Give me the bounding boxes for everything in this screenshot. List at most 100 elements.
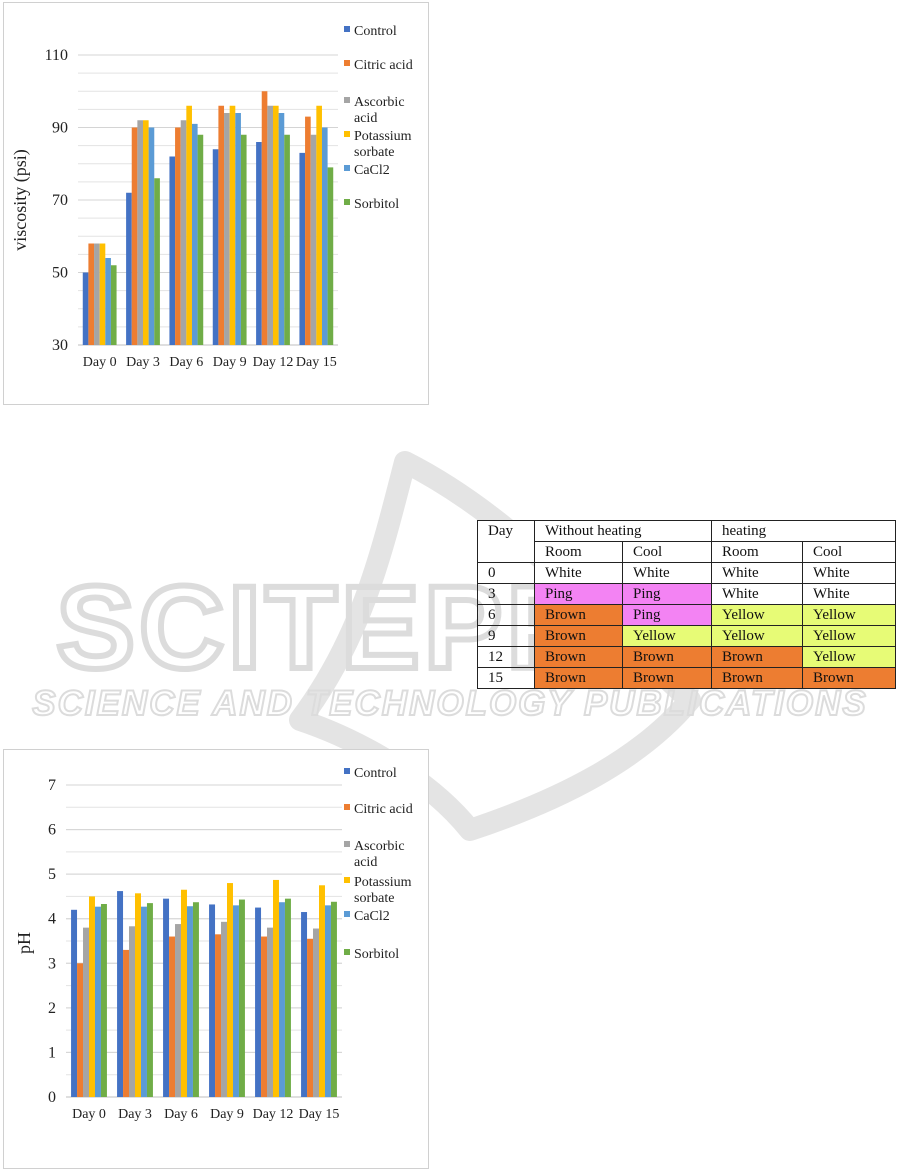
table-cell: Yellow	[711, 625, 803, 647]
bar	[261, 91, 268, 345]
x-tick-label: Day 12	[253, 355, 294, 370]
bar	[305, 116, 311, 345]
table-subheader-cool: Cool	[622, 541, 712, 563]
bar	[240, 134, 247, 345]
bar	[175, 127, 181, 345]
x-tick-label: Day 15	[299, 1107, 340, 1122]
table-cell: Brown	[711, 667, 803, 689]
bar	[83, 927, 89, 1097]
table-subheader-cool: Cool	[802, 541, 896, 563]
bar	[186, 906, 193, 1097]
table-cell-day: 15	[477, 667, 535, 689]
table-cell: Yellow	[802, 646, 896, 668]
x-tick-label: Day 9	[213, 355, 247, 370]
table-cell-day: 0	[477, 562, 535, 584]
x-tick-label: Day 0	[72, 1107, 106, 1122]
table-cell-day: 6	[477, 604, 535, 626]
bar	[181, 889, 187, 1097]
bar	[319, 885, 325, 1097]
bar	[117, 891, 124, 1097]
bar	[197, 134, 204, 345]
bar	[273, 105, 279, 345]
bar	[324, 905, 331, 1097]
table-cell: Brown	[622, 646, 712, 668]
table-header-row: Day Without heating heating	[477, 520, 896, 563]
y-tick-label: 30	[52, 337, 68, 354]
table-cell-day: 12	[477, 646, 535, 668]
table-cell: Yellow	[622, 625, 712, 647]
bar	[191, 123, 198, 345]
bar	[82, 272, 89, 345]
table-cell: Ping	[622, 604, 712, 626]
bar	[261, 936, 268, 1097]
bar	[255, 907, 262, 1097]
table-cell: Brown	[534, 646, 623, 668]
legend-marker	[344, 911, 350, 917]
y-tick-label: 2	[48, 1000, 56, 1017]
legend-marker	[344, 199, 350, 205]
bar	[105, 258, 111, 345]
bar	[135, 893, 141, 1097]
color-change-table: Day Without heating heating Room Cool Ro…	[477, 520, 896, 689]
bar	[215, 934, 222, 1097]
table-cell: White	[711, 562, 803, 584]
legend-marker	[344, 26, 350, 32]
legend-entry: Citric acid	[354, 802, 413, 817]
table-cell: Ping	[534, 583, 623, 605]
y-tick-label: 1	[48, 1044, 56, 1061]
x-tick-label: Day 3	[126, 355, 160, 370]
bar	[307, 938, 314, 1097]
bar	[169, 156, 176, 345]
legend-entry: Ascorbic	[354, 95, 405, 110]
legend-marker	[344, 804, 350, 810]
y-tick-label: 0	[48, 1089, 56, 1106]
bar	[310, 134, 317, 345]
legend-marker	[344, 768, 350, 774]
legend-marker	[344, 165, 350, 171]
x-tick-label: Day 3	[118, 1107, 152, 1122]
bar	[232, 905, 239, 1097]
viscosity-chart-panel: 30 50 70 90 110 Day 0 Day 3 Day 6 Day 9 Day 12 Day…	[3, 2, 429, 405]
legend-entry: Potassium	[354, 129, 412, 144]
bar	[88, 243, 95, 345]
bar	[186, 105, 192, 345]
bar	[154, 178, 160, 345]
x-tick-label: Day 12	[253, 1107, 294, 1122]
bar	[137, 120, 143, 345]
bar	[123, 949, 130, 1097]
x-tick-label: Day 0	[83, 355, 117, 370]
y-tick-label: 5	[48, 866, 56, 883]
x-tick-label: Day 9	[210, 1107, 244, 1122]
y-tick-label: 6	[48, 822, 56, 839]
legend-entry: acid	[354, 855, 377, 870]
table-subheader-room: Room	[711, 541, 803, 563]
bar	[131, 127, 138, 345]
bar	[278, 902, 285, 1097]
bar	[313, 928, 319, 1097]
legend-marker	[344, 131, 350, 137]
legend-marker	[344, 949, 350, 955]
x-tick-label: Day 15	[296, 355, 337, 370]
y-tick-label: 110	[45, 47, 68, 64]
table-row: 15 Brown Brown Brown Brown	[477, 667, 896, 689]
legend-marker	[344, 60, 350, 66]
viscosity-chart: 30 50 70 90 110 Day 0 Day 3 Day 6 Day 9 Day 12 Day…	[10, 24, 413, 370]
y-tick-label: 90	[52, 120, 68, 137]
y-tick-label: 7	[48, 777, 56, 794]
bar	[140, 906, 147, 1097]
legend-entry: CaCl2	[354, 163, 390, 178]
table-cell-day: 9	[477, 625, 535, 647]
table-cell: White	[711, 583, 803, 605]
legend-marker	[344, 877, 350, 883]
y-tick-label: 3	[48, 955, 56, 972]
legend-entry: Potassium	[354, 875, 412, 890]
table-cell: Yellow	[802, 625, 896, 647]
bar	[192, 902, 199, 1097]
table-row: 12 Brown Brown Brown Yellow	[477, 646, 896, 668]
legend-entry: sorbate	[354, 891, 394, 906]
table-cell: Brown	[534, 667, 623, 689]
bar	[227, 883, 233, 1097]
ph-chart: 0 1 2 3 4 5 6 7 Day 0 Day 3 Day 6 Day 9 Day 12 Day 15…	[14, 766, 413, 1122]
bar	[267, 105, 273, 345]
bar	[110, 265, 117, 345]
